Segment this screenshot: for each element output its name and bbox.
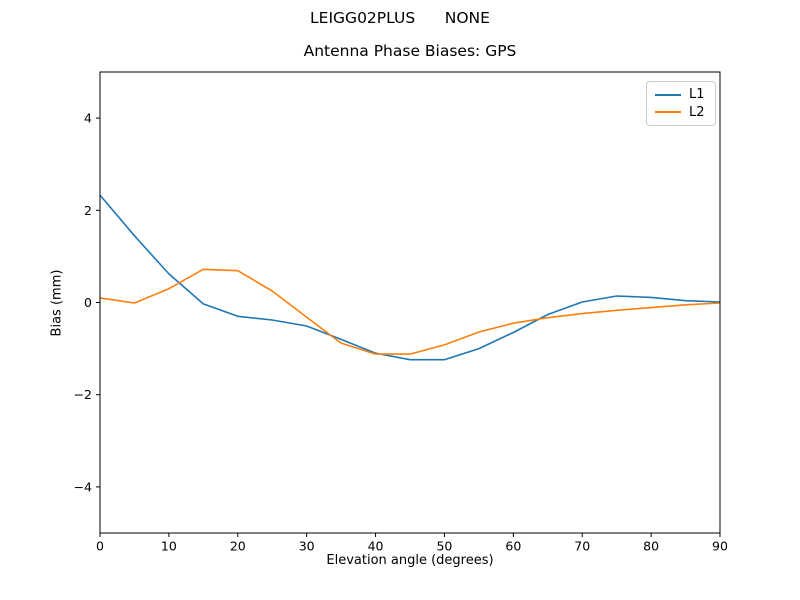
legend-label-l1: L1 — [689, 87, 705, 103]
x-tick-label: 40 — [368, 539, 384, 554]
y-tick-label: −2 — [74, 387, 92, 402]
y-tick-label: 0 — [84, 295, 92, 310]
x-tick-label: 60 — [505, 539, 521, 554]
figure-suptitle: LEIGG02PLUS NONE — [310, 9, 490, 27]
legend: L1 L2 — [646, 81, 716, 126]
series-line-l2 — [99, 268, 721, 355]
x-tick-label: 20 — [230, 539, 246, 554]
plot-frame — [99, 71, 721, 534]
y-tick-label: −4 — [74, 479, 92, 494]
x-tick-label: 70 — [574, 539, 590, 554]
legend-entry-l2: L2 — [655, 106, 707, 119]
x-tick-label: 10 — [161, 539, 177, 554]
x-tick-label: 0 — [96, 539, 104, 554]
y-axis-label: Bias (mm) — [49, 269, 65, 337]
x-tick-label: 90 — [712, 539, 728, 554]
legend-line-sample-l2 — [655, 111, 681, 114]
y-tick-label: 4 — [84, 111, 92, 126]
y-tick-label: 2 — [84, 203, 92, 218]
legend-label-l2: L2 — [689, 104, 705, 120]
legend-line-sample-l1 — [655, 93, 681, 96]
x-tick-label: 50 — [436, 539, 452, 554]
x-tick-label: 80 — [643, 539, 659, 554]
chart-title: Antenna Phase Biases: GPS — [303, 42, 517, 60]
x-tick-label: 30 — [299, 539, 315, 554]
x-axis-label: Elevation angle (degrees) — [326, 553, 494, 568]
series-line-l1 — [99, 194, 721, 361]
legend-entry-l1: L1 — [655, 88, 707, 101]
